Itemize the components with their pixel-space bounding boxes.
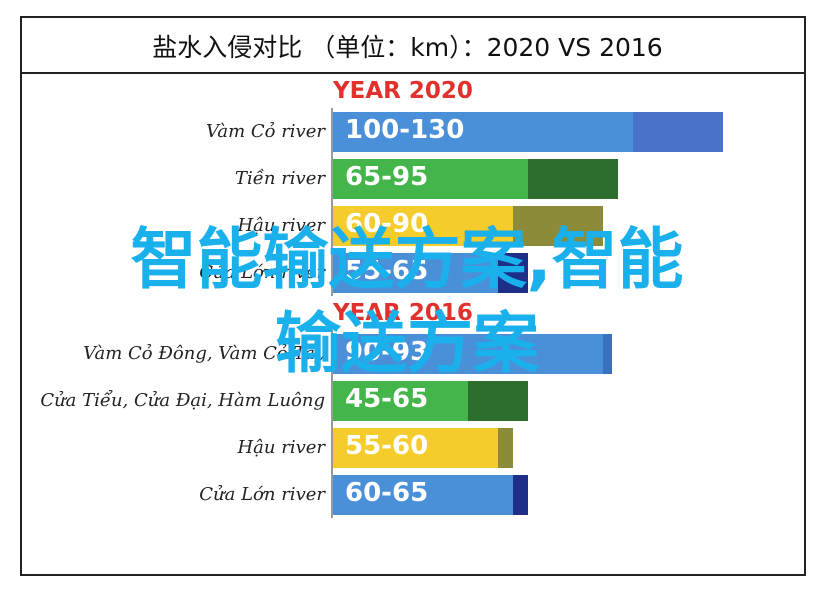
range-bar-max-segment (513, 206, 603, 246)
range-bar-max-segment (513, 475, 528, 515)
section-heading-2020: YEAR 2020 (333, 78, 473, 104)
baseline-axis (331, 108, 333, 296)
chart-area: YEAR 2020 Vàm Cỏ river 100-130 Tiền river 65… (22, 74, 804, 574)
range-bar-min-segment (333, 253, 498, 293)
range-value-label: 100-130 (345, 115, 465, 145)
river-label: Cửa Lớn river (199, 262, 325, 283)
range-bar-min-segment (333, 381, 468, 421)
range-bar-max-segment (498, 428, 513, 468)
range-bar-min-segment (333, 159, 528, 199)
range-value-label: 55-60 (345, 431, 429, 461)
range-value-label: 55-65 (345, 256, 429, 286)
range-value-label: 60-65 (345, 478, 429, 508)
river-label: Tiền river (235, 168, 325, 189)
range-bar-max-segment (603, 334, 612, 374)
range-value-label: 65-95 (345, 162, 429, 192)
range-value-label: 60-90 (345, 209, 429, 239)
range-bar-min-segment (333, 475, 513, 515)
range-bar: 60-90 (333, 206, 603, 246)
range-bar-max-segment (528, 159, 618, 199)
river-label: Cửa Tiểu, Cửa Đại, Hàm Luông (40, 390, 325, 411)
baseline-axis (331, 330, 333, 518)
range-value-label: 45-65 (345, 384, 429, 414)
river-label: Cửa Lớn river (199, 484, 325, 505)
river-label: Hậu river (237, 437, 325, 458)
range-bar: 55-60 (333, 428, 513, 468)
range-bar-min-segment (333, 112, 633, 152)
range-bar: 60-65 (333, 475, 528, 515)
range-bar: 100-130 (333, 112, 723, 152)
range-bar-max-segment (468, 381, 528, 421)
range-bar-max-segment (498, 253, 528, 293)
section-heading-2016: YEAR 2016 (333, 300, 473, 326)
river-label: Vàm Cỏ Đông, Vàm Cỏ Tây (83, 343, 325, 364)
range-bar-max-segment (633, 112, 723, 152)
range-bar: 55-65 (333, 253, 528, 293)
title-divider (22, 72, 804, 74)
watermark-overlay: 智能输送方案,智能 输送方案 (22, 218, 792, 386)
range-bar-min-segment (333, 206, 513, 246)
range-bar-min-segment (333, 428, 498, 468)
range-bar: 90-93 (333, 334, 612, 374)
river-label: Vàm Cỏ river (206, 121, 325, 142)
range-bar-min-segment (333, 334, 603, 374)
range-value-label: 90-93 (345, 337, 429, 367)
range-bar: 65-95 (333, 159, 618, 199)
chart-title: 盐水入侵对比 （单位：km）：2020 VS 2016 (152, 33, 663, 62)
watermark-line-1: 智能输送方案,智能 (130, 221, 684, 298)
watermark-line-2: 输送方案 (275, 305, 539, 382)
river-label: Hậu river (237, 215, 325, 236)
range-bar: 45-65 (333, 381, 528, 421)
